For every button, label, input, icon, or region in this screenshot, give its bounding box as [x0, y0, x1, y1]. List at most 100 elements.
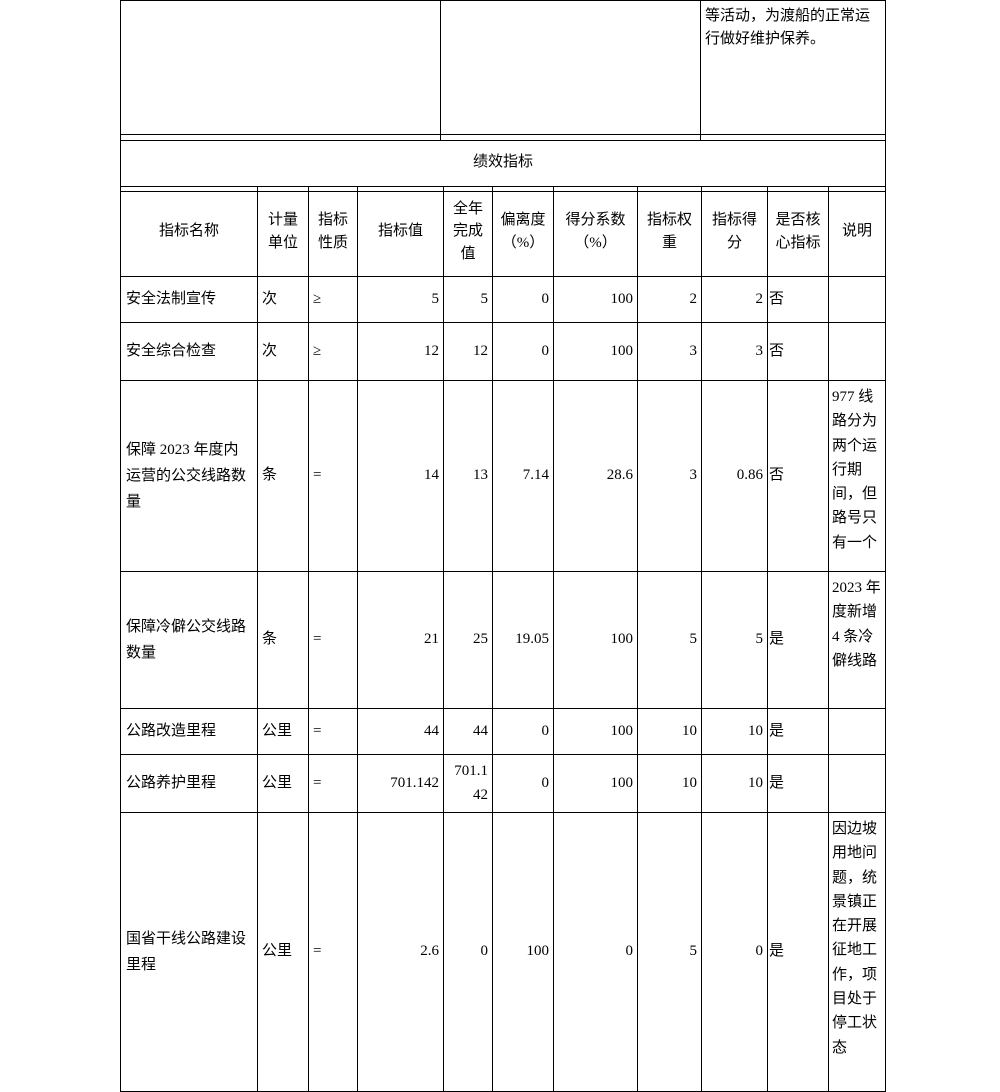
narrative-cell-left — [120, 0, 441, 141]
cell-unit: 公里 — [257, 708, 309, 755]
column-header-indicator-name: 指标名称 — [120, 186, 258, 277]
cell-score-coefficient: 0 — [553, 812, 638, 1092]
table-row: 保障 2023 年度内运营的公交线路数量 条 = 14 13 7.14 28.6… — [120, 380, 886, 572]
cell-note: 因边坡用地问题，统景镇正在开展征地工作，项目处于停工状态 — [828, 812, 886, 1092]
cell-score-coefficient: 100 — [553, 708, 638, 755]
cell-weight: 2 — [637, 276, 702, 323]
cell-score: 0.86 — [701, 380, 768, 572]
cell-is-core: 否 — [767, 276, 829, 323]
cell-target-value: 21 — [357, 571, 444, 709]
cell-actual-value: 701.142 — [443, 754, 493, 813]
cell-unit: 次 — [257, 322, 309, 381]
table-header-row: 指标名称 计量单位 指标性质 指标值 全年完成值 偏离度（%） 得分系数（%） … — [120, 186, 886, 277]
cell-score: 5 — [701, 571, 768, 709]
cell-note — [828, 708, 886, 755]
table-row: 公路改造里程 公里 = 44 44 0 100 10 10 是 — [120, 708, 886, 755]
column-header-score: 指标得分 — [701, 186, 768, 277]
cell-nature: = — [308, 754, 358, 813]
cell-score: 10 — [701, 754, 768, 813]
cell-note: 977 线路分为两个运行期间，但路号只有一个 — [828, 380, 886, 572]
cell-target-value: 12 — [357, 322, 444, 381]
cell-actual-value: 25 — [443, 571, 493, 709]
cell-deviation: 0 — [492, 708, 554, 755]
column-header-weight: 指标权重 — [637, 186, 702, 277]
column-header-unit: 计量单位 — [257, 186, 309, 277]
table-row: 国省干线公路建设里程 公里 = 2.6 0 100 0 5 0 是 因边坡用地问… — [120, 812, 886, 1092]
cell-nature: ≥ — [308, 322, 358, 381]
cell-indicator-name: 公路养护里程 — [120, 754, 258, 813]
column-header-nature: 指标性质 — [308, 186, 358, 277]
cell-deviation: 0 — [492, 754, 554, 813]
cell-indicator-name: 公路改造里程 — [120, 708, 258, 755]
cell-score-coefficient: 100 — [553, 571, 638, 709]
cell-note — [828, 754, 886, 813]
narrative-cell-middle — [440, 0, 701, 141]
table-row: 安全法制宣传 次 ≥ 5 5 0 100 2 2 否 — [120, 276, 886, 323]
cell-deviation: 100 — [492, 812, 554, 1092]
cell-unit: 公里 — [257, 754, 309, 813]
column-header-is-core: 是否核心指标 — [767, 186, 829, 277]
cell-unit: 条 — [257, 571, 309, 709]
document-page: 等活动，为渡船的正常运行做好维护保养。 绩效指标 — [120, 0, 886, 1092]
cell-note — [828, 276, 886, 323]
column-header-target-value: 指标值 — [357, 186, 444, 277]
column-header-actual-value: 全年完成值 — [443, 186, 493, 277]
cell-indicator-name: 国省干线公路建设里程 — [120, 812, 258, 1092]
narrative-cell-right: 等活动，为渡船的正常运行做好维护保养。 — [700, 0, 886, 141]
cell-score: 10 — [701, 708, 768, 755]
table-row: 保障冷僻公交线路数量 条 = 21 25 19.05 100 5 5 是 202… — [120, 571, 886, 709]
cell-note — [828, 322, 886, 381]
cell-nature: = — [308, 812, 358, 1092]
column-header-deviation: 偏离度（%） — [492, 186, 554, 277]
cell-deviation: 0 — [492, 322, 554, 381]
cell-is-core: 否 — [767, 380, 829, 572]
cell-is-core: 是 — [767, 754, 829, 813]
cell-nature: ≥ — [308, 276, 358, 323]
cell-indicator-name: 保障 2023 年度内运营的公交线路数量 — [120, 380, 258, 572]
cell-target-value: 5 — [357, 276, 444, 323]
cell-score-coefficient: 100 — [553, 322, 638, 381]
cell-score: 2 — [701, 276, 768, 323]
cell-unit: 次 — [257, 276, 309, 323]
cell-is-core: 是 — [767, 708, 829, 755]
cell-weight: 10 — [637, 708, 702, 755]
cell-weight: 10 — [637, 754, 702, 813]
cell-target-value: 701.142 — [357, 754, 444, 813]
cell-nature: = — [308, 380, 358, 572]
table-row: 公路养护里程 公里 = 701.142 701.142 0 100 10 10 … — [120, 754, 886, 813]
cell-indicator-name: 保障冷僻公交线路数量 — [120, 571, 258, 709]
table-row: 绩效指标 — [120, 134, 886, 192]
cell-unit: 条 — [257, 380, 309, 572]
cell-weight: 3 — [637, 380, 702, 572]
cell-nature: = — [308, 571, 358, 709]
cell-score-coefficient: 28.6 — [553, 380, 638, 572]
cell-target-value: 44 — [357, 708, 444, 755]
table-row: 等活动，为渡船的正常运行做好维护保养。 — [120, 0, 886, 141]
cell-score: 3 — [701, 322, 768, 381]
cell-target-value: 14 — [357, 380, 444, 572]
cell-score-coefficient: 100 — [553, 754, 638, 813]
section-title: 绩效指标 — [120, 134, 886, 192]
cell-unit: 公里 — [257, 812, 309, 1092]
cell-deviation: 7.14 — [492, 380, 554, 572]
performance-indicators-banner-table: 绩效指标 — [120, 134, 886, 192]
cell-weight: 3 — [637, 322, 702, 381]
narrative-continuation-table: 等活动，为渡船的正常运行做好维护保养。 — [120, 0, 886, 141]
cell-is-core: 是 — [767, 812, 829, 1092]
cell-target-value: 2.6 — [357, 812, 444, 1092]
table-row: 安全综合检查 次 ≥ 12 12 0 100 3 3 否 — [120, 322, 886, 381]
cell-indicator-name: 安全法制宣传 — [120, 276, 258, 323]
cell-actual-value: 44 — [443, 708, 493, 755]
column-header-note: 说明 — [828, 186, 886, 277]
cell-weight: 5 — [637, 571, 702, 709]
cell-actual-value: 13 — [443, 380, 493, 572]
cell-score-coefficient: 100 — [553, 276, 638, 323]
cell-weight: 5 — [637, 812, 702, 1092]
cell-nature: = — [308, 708, 358, 755]
cell-is-core: 是 — [767, 571, 829, 709]
column-header-score-coefficient: 得分系数（%） — [553, 186, 638, 277]
cell-actual-value: 0 — [443, 812, 493, 1092]
cell-score: 0 — [701, 812, 768, 1092]
cell-deviation: 0 — [492, 276, 554, 323]
cell-note: 2023 年度新增 4 条冷僻线路 — [828, 571, 886, 709]
